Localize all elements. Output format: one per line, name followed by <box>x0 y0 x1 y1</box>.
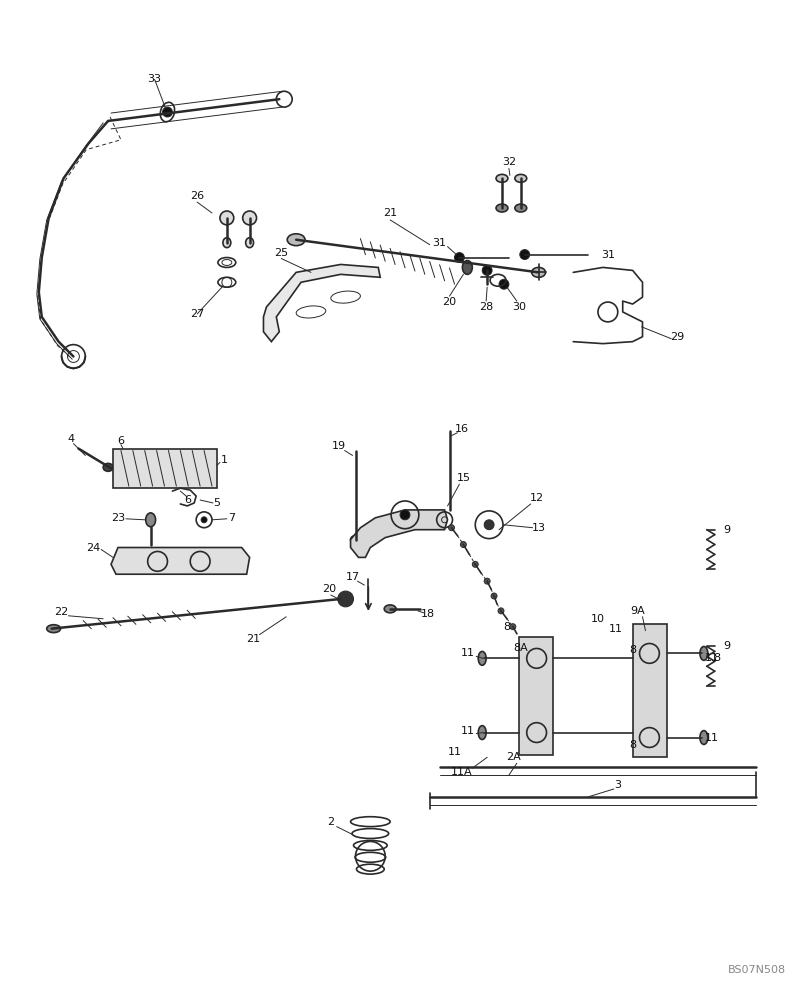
Text: 8: 8 <box>629 740 636 750</box>
Circle shape <box>484 520 494 530</box>
Polygon shape <box>263 264 381 342</box>
Text: 25: 25 <box>274 248 288 258</box>
Text: 20: 20 <box>322 584 336 594</box>
Circle shape <box>491 593 497 599</box>
Circle shape <box>484 578 490 584</box>
Text: 6: 6 <box>183 495 191 505</box>
Circle shape <box>448 525 454 531</box>
Ellipse shape <box>145 513 156 527</box>
Ellipse shape <box>242 211 256 225</box>
Ellipse shape <box>385 605 396 613</box>
Text: 28: 28 <box>479 302 493 312</box>
Ellipse shape <box>103 463 113 471</box>
Text: 27: 27 <box>190 309 204 319</box>
Ellipse shape <box>496 174 508 182</box>
Text: 8: 8 <box>629 645 636 655</box>
Ellipse shape <box>478 651 486 665</box>
Text: 13: 13 <box>532 523 545 533</box>
Ellipse shape <box>351 536 360 544</box>
Text: 11: 11 <box>461 648 474 658</box>
Text: 31: 31 <box>432 238 447 248</box>
Circle shape <box>510 624 516 630</box>
Text: 1: 1 <box>221 455 227 465</box>
Text: 24: 24 <box>86 543 100 553</box>
Text: 21: 21 <box>246 634 261 644</box>
Text: 11: 11 <box>705 733 719 743</box>
Text: 20: 20 <box>443 297 457 307</box>
Text: 31: 31 <box>601 250 615 260</box>
Text: 4: 4 <box>68 434 75 444</box>
Ellipse shape <box>47 625 61 633</box>
Text: 23: 23 <box>111 513 125 523</box>
Text: 32: 32 <box>502 157 516 167</box>
Ellipse shape <box>478 726 486 740</box>
Ellipse shape <box>532 267 545 277</box>
Text: 8A: 8A <box>513 643 528 653</box>
Ellipse shape <box>700 731 708 744</box>
Text: 5: 5 <box>213 498 221 508</box>
Circle shape <box>400 510 410 520</box>
Text: 8: 8 <box>503 622 511 632</box>
Ellipse shape <box>462 260 473 274</box>
Text: 11: 11 <box>608 624 623 634</box>
Circle shape <box>482 265 492 275</box>
Text: 11: 11 <box>461 726 474 736</box>
Text: 30: 30 <box>511 302 526 312</box>
Text: 2A: 2A <box>507 752 521 762</box>
Circle shape <box>473 561 478 567</box>
Text: 11: 11 <box>705 653 719 663</box>
Ellipse shape <box>515 174 527 182</box>
Ellipse shape <box>496 204 508 212</box>
Text: 12: 12 <box>529 493 544 503</box>
Text: 10: 10 <box>591 614 605 624</box>
Text: 26: 26 <box>190 191 204 201</box>
Polygon shape <box>111 548 250 574</box>
Text: 9: 9 <box>723 525 730 535</box>
Polygon shape <box>113 449 217 488</box>
Text: 9: 9 <box>723 641 730 651</box>
Ellipse shape <box>287 234 305 246</box>
Ellipse shape <box>246 238 254 248</box>
Text: 18: 18 <box>421 609 435 619</box>
Text: 7: 7 <box>228 513 235 523</box>
Text: 11A: 11A <box>451 767 472 777</box>
Circle shape <box>499 279 509 289</box>
Text: 19: 19 <box>331 441 346 451</box>
Circle shape <box>461 542 466 548</box>
Ellipse shape <box>700 646 708 660</box>
Text: 17: 17 <box>346 572 360 582</box>
Text: BS07N508: BS07N508 <box>728 965 786 975</box>
Ellipse shape <box>223 238 231 248</box>
Polygon shape <box>519 637 553 755</box>
Text: 3: 3 <box>614 780 621 790</box>
Circle shape <box>338 591 354 607</box>
Text: 33: 33 <box>148 74 162 84</box>
Text: 21: 21 <box>383 208 398 218</box>
Text: 6: 6 <box>117 436 124 446</box>
Ellipse shape <box>515 204 527 212</box>
Circle shape <box>201 517 207 523</box>
Text: 22: 22 <box>54 607 69 617</box>
Text: 9A: 9A <box>630 606 645 616</box>
Circle shape <box>520 250 530 260</box>
Text: 8: 8 <box>713 653 720 663</box>
Ellipse shape <box>220 211 234 225</box>
Text: 15: 15 <box>457 473 470 483</box>
Circle shape <box>454 253 465 262</box>
Text: 2: 2 <box>327 817 335 827</box>
Text: 11: 11 <box>448 747 461 757</box>
Circle shape <box>498 608 504 614</box>
Polygon shape <box>351 510 448 557</box>
Circle shape <box>162 107 172 117</box>
Text: 16: 16 <box>454 424 469 434</box>
Polygon shape <box>633 624 667 757</box>
Text: 29: 29 <box>670 332 684 342</box>
